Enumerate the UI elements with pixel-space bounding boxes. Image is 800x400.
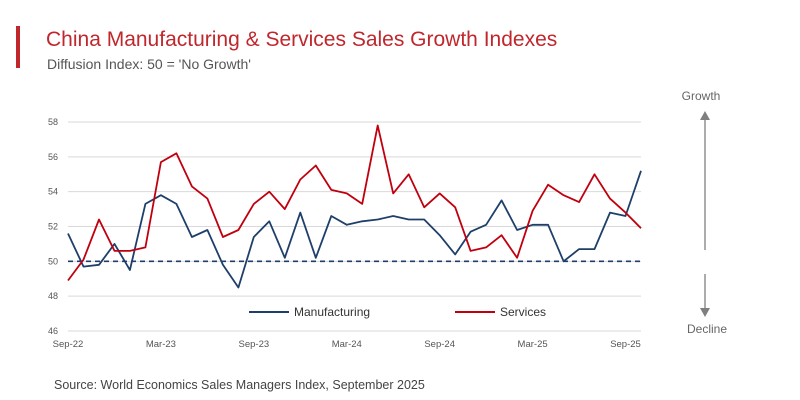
- annotation-layer: Growth Decline: [682, 89, 728, 336]
- chart-subtitle: Diffusion Index: 50 = 'No Growth': [47, 56, 251, 72]
- grid-layer: [68, 121, 641, 332]
- decline-arrow-head: [700, 308, 710, 317]
- x-tick-label-Sep-24: Sep-24: [424, 339, 455, 350]
- legend-label-manufacturing: Manufacturing: [294, 305, 370, 319]
- y-tick-label-58: 58: [48, 117, 58, 127]
- y-tick-label-50: 50: [48, 256, 58, 266]
- legend-label-services: Services: [500, 305, 546, 319]
- x-tick-label-Sep-22: Sep-22: [53, 339, 84, 350]
- axis-layer: 46 48 50 52 54 56 58 Sep-22 Mar-23 Sep-23 Mar-24 Se…: [48, 117, 641, 350]
- y-tick-label-48: 48: [48, 291, 58, 301]
- growth-label: Growth: [682, 89, 721, 103]
- x-tick-label-Mar-23: Mar-23: [146, 339, 176, 350]
- services-line: [67, 124, 642, 282]
- growth-arrow-head: [700, 111, 710, 120]
- legend-layer: Manufacturing Services: [249, 305, 546, 319]
- source-note: Source: World Economics Sales Managers I…: [54, 378, 425, 392]
- series-layer: [67, 124, 642, 289]
- x-tick-label-Sep-25: Sep-25: [610, 339, 641, 350]
- y-tick-label-56: 56: [48, 152, 58, 162]
- x-tick-label-Sep-23: Sep-23: [239, 339, 270, 350]
- manufacturing-points: [67, 170, 642, 289]
- y-tick-label-54: 54: [48, 187, 58, 197]
- decline-label: Decline: [687, 322, 727, 336]
- y-tick-label-46: 46: [48, 326, 58, 336]
- x-tick-label-Mar-24: Mar-24: [332, 339, 362, 350]
- y-tick-label-52: 52: [48, 222, 58, 232]
- title-accent-bar: [16, 26, 20, 68]
- x-tick-label-Mar-25: Mar-25: [518, 339, 548, 350]
- manufacturing-line: [67, 170, 642, 289]
- chart-title: China Manufacturing & Services Sales Gro…: [46, 28, 558, 51]
